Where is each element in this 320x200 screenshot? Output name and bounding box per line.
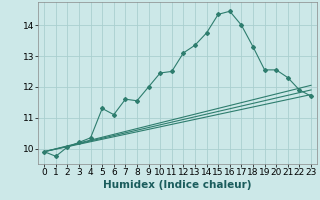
X-axis label: Humidex (Indice chaleur): Humidex (Indice chaleur) (103, 180, 252, 190)
